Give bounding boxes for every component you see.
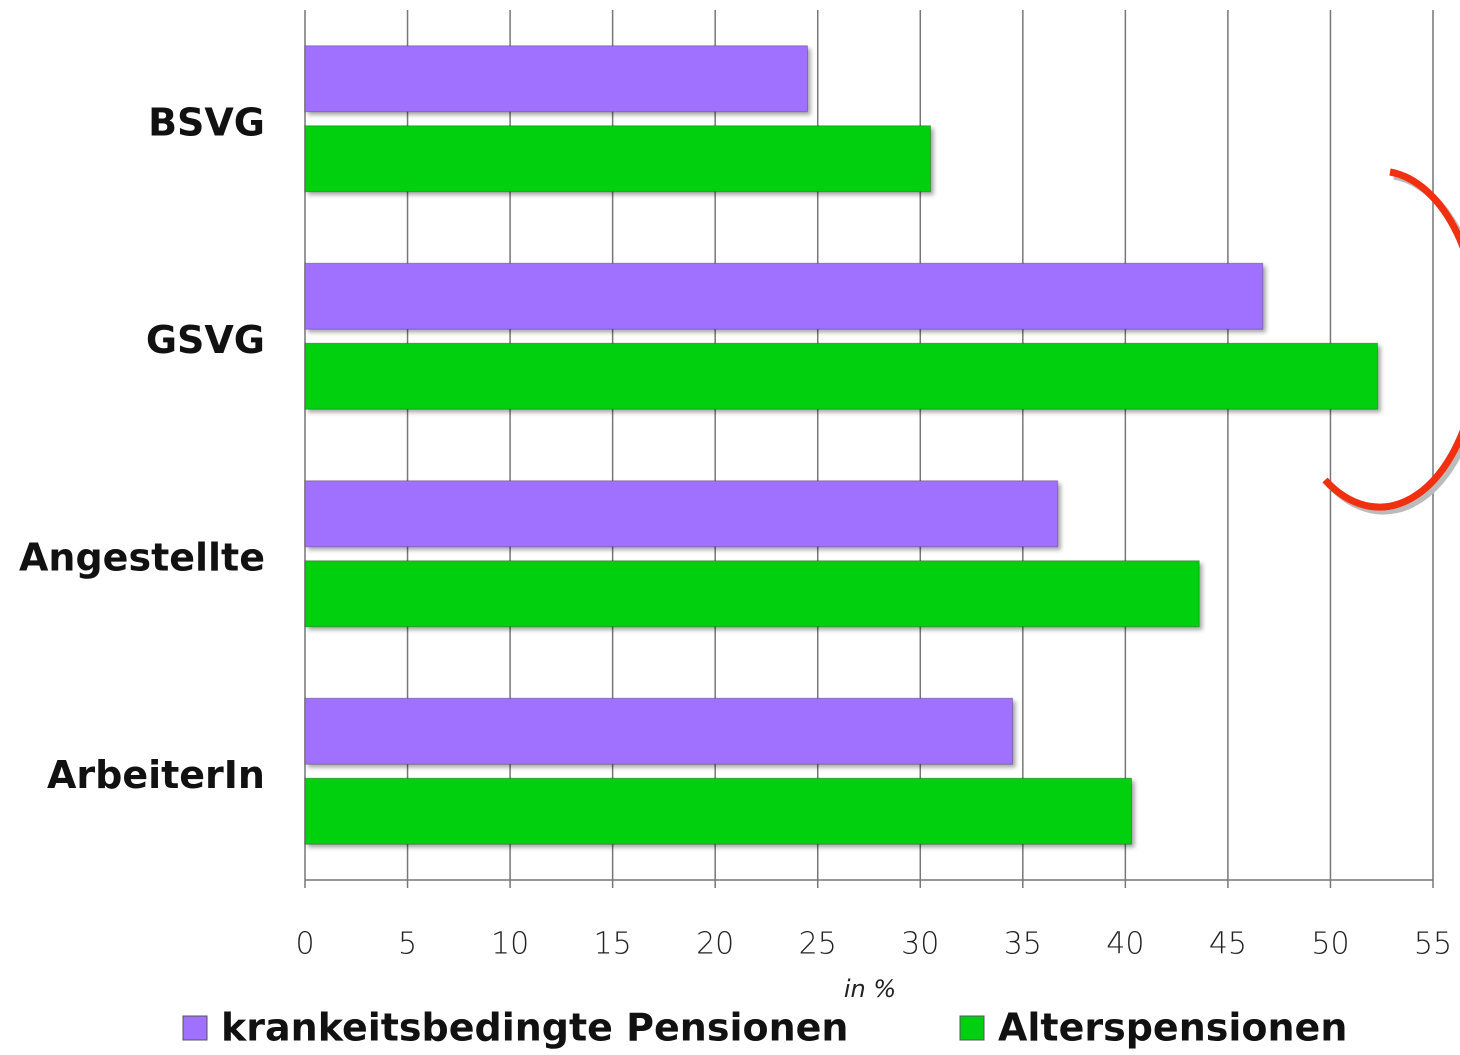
- x-tick-label: 0: [295, 927, 314, 962]
- x-tick-label: 40: [1106, 927, 1144, 962]
- x-axis-label: in %: [844, 975, 896, 1003]
- x-tick-label: 25: [799, 927, 837, 962]
- bar: [304, 342, 1379, 410]
- bar: [304, 45, 808, 113]
- x-tick-label: 10: [491, 927, 529, 962]
- x-tick-label: 35: [1004, 927, 1042, 962]
- bar: [304, 697, 1014, 765]
- x-tick-label: 5: [398, 927, 417, 962]
- bar: [304, 560, 1200, 628]
- legend-swatch: [959, 1015, 985, 1041]
- x-tick-label: 30: [901, 927, 939, 962]
- y-tick-label: ArbeiterIn: [47, 753, 265, 797]
- legend-swatch: [182, 1015, 208, 1041]
- bar: [304, 480, 1059, 548]
- bar: [304, 262, 1264, 330]
- bar: [304, 125, 932, 193]
- x-tick-label: 50: [1311, 927, 1349, 962]
- x-tick-label: 20: [696, 927, 734, 962]
- annotation-circle: [1322, 168, 1460, 511]
- y-tick-label: GSVG: [146, 318, 265, 362]
- legend-label: Alterspensionen: [998, 1006, 1347, 1050]
- x-tick-label: 15: [594, 927, 632, 962]
- x-tick-label: 55: [1414, 927, 1452, 962]
- y-tick-label: BSVG: [148, 100, 265, 144]
- legend-label: krankeitsbedingte Pensionen: [221, 1006, 848, 1050]
- bar: [304, 777, 1133, 845]
- x-tick-label: 45: [1209, 927, 1247, 962]
- y-tick-label: Angestellte: [19, 535, 265, 579]
